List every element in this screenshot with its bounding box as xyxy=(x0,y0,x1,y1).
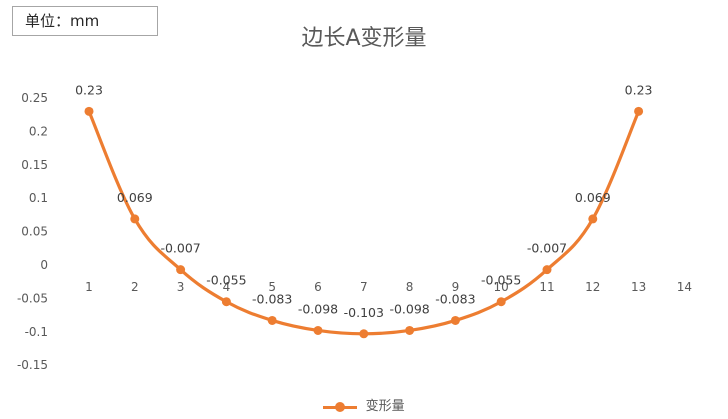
x-tick-label: 7 xyxy=(360,280,368,294)
x-tick-label: 3 xyxy=(177,280,185,294)
data-point xyxy=(313,325,323,335)
x-tick-label: 12 xyxy=(585,280,600,294)
y-tick-label: 0.05 xyxy=(21,225,48,239)
y-tick-label: -0.1 xyxy=(25,325,48,339)
data-label: -0.098 xyxy=(298,301,338,316)
data-point xyxy=(84,106,94,116)
data-label: 0.23 xyxy=(75,82,103,97)
data-point xyxy=(267,315,277,325)
data-point xyxy=(542,265,552,275)
legend: 变形量 xyxy=(0,395,728,414)
data-label: -0.083 xyxy=(435,291,475,306)
data-label: -0.007 xyxy=(527,241,567,256)
data-point xyxy=(634,106,644,116)
x-tick-label: 5 xyxy=(268,280,276,294)
x-tick-label: 9 xyxy=(452,280,460,294)
y-tick-label: 0 xyxy=(40,258,48,272)
data-point xyxy=(130,214,140,224)
x-tick-label: 4 xyxy=(223,280,231,294)
data-point xyxy=(176,265,186,275)
y-tick-label: -0.15 xyxy=(17,358,48,372)
data-label: 0.069 xyxy=(575,190,611,205)
data-label: -0.083 xyxy=(252,291,292,306)
data-point xyxy=(450,315,460,325)
y-tick-label: 0.1 xyxy=(29,191,48,205)
x-tick-label: 10 xyxy=(494,280,509,294)
data-label: 0.069 xyxy=(117,190,153,205)
x-tick-label: 14 xyxy=(677,280,692,294)
data-label: -0.055 xyxy=(206,273,246,288)
x-tick-label: 1 xyxy=(85,280,93,294)
x-tick-label: 13 xyxy=(631,280,646,294)
data-label: -0.103 xyxy=(344,305,384,320)
chart-title: 边长A变形量 xyxy=(301,26,427,51)
data-point xyxy=(221,297,231,307)
x-tick-label: 8 xyxy=(406,280,414,294)
y-tick-label: 0.25 xyxy=(21,91,48,105)
series-line-变形量 xyxy=(87,110,641,336)
x-tick-label: 11 xyxy=(539,280,554,294)
data-label: -0.098 xyxy=(389,301,429,316)
x-tick-label: 2 xyxy=(131,280,139,294)
y-tick-label: -0.05 xyxy=(17,291,48,305)
data-point xyxy=(405,325,415,335)
data-label: -0.007 xyxy=(160,241,200,256)
legend-label: 变形量 xyxy=(365,399,405,414)
data-point xyxy=(588,214,598,224)
data-label: 0.23 xyxy=(625,82,653,97)
x-tick-label: 6 xyxy=(314,280,322,294)
data-point xyxy=(496,297,506,307)
y-tick-label: 0.2 xyxy=(29,124,48,138)
data-label: -0.055 xyxy=(481,273,521,288)
legend-swatch xyxy=(323,401,358,413)
unit-label: 单位：mm xyxy=(12,6,158,36)
data-point xyxy=(359,329,369,339)
y-tick-label: 0.15 xyxy=(21,158,48,172)
